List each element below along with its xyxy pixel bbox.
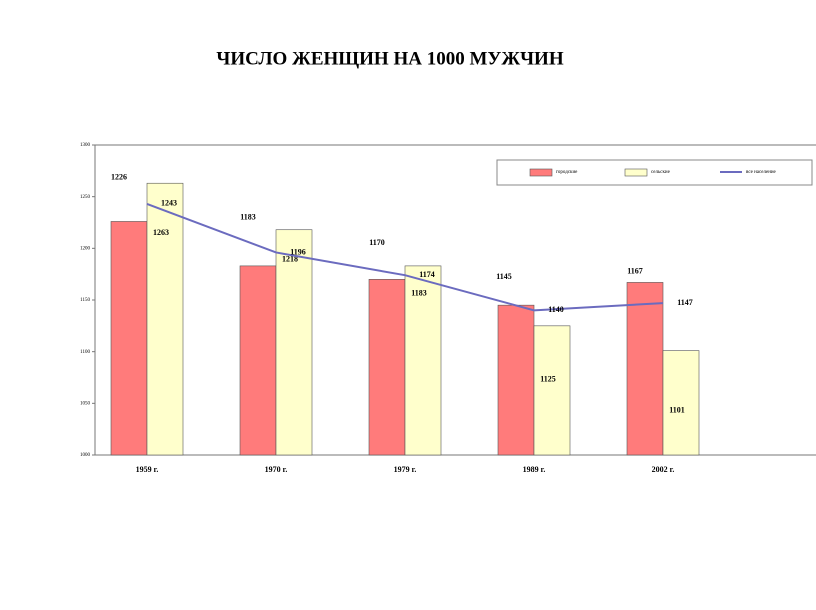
data-label: 1196 bbox=[290, 247, 306, 256]
bar bbox=[533, 325, 571, 456]
bar bbox=[275, 229, 313, 456]
x-tick-label: 1970 г. bbox=[265, 465, 288, 474]
bar bbox=[146, 182, 184, 456]
chart-title: ЧИСЛО ЖЕНЩИН НА 1000 МУЖЧИН bbox=[216, 48, 563, 69]
y-tick-label: 1300 bbox=[80, 143, 91, 148]
data-label: 1125 bbox=[540, 375, 556, 384]
data-label: 1243 bbox=[161, 199, 177, 208]
legend-swatch bbox=[529, 168, 553, 177]
bar bbox=[239, 265, 277, 456]
bar bbox=[368, 279, 406, 456]
y-tick-label: 1050 bbox=[80, 401, 91, 406]
data-label: 1167 bbox=[627, 266, 643, 275]
data-label: 1101 bbox=[669, 405, 685, 414]
legend-label: все население bbox=[746, 170, 777, 175]
y-tick-label: 1150 bbox=[80, 298, 90, 303]
bar bbox=[404, 265, 442, 456]
legend-swatch bbox=[624, 168, 648, 177]
data-label: 1263 bbox=[153, 228, 169, 237]
line bbox=[146, 202, 664, 312]
x-tick-label: 1989 г. bbox=[523, 465, 546, 474]
x-tick-label: 1959 г. bbox=[136, 465, 159, 474]
bar bbox=[662, 350, 700, 456]
data-label: 1170 bbox=[369, 238, 385, 247]
data-label: 1174 bbox=[419, 270, 435, 279]
x-tick-label: 1979 г. bbox=[394, 465, 417, 474]
data-label: 1218 bbox=[282, 255, 298, 264]
y-tick-label: 1200 bbox=[80, 246, 91, 251]
data-label: 1183 bbox=[411, 289, 427, 298]
data-label: 1183 bbox=[240, 213, 256, 222]
bar bbox=[110, 221, 148, 456]
legend-label: сельские bbox=[651, 170, 671, 175]
bar bbox=[497, 304, 535, 456]
y-tick-label: 1100 bbox=[80, 350, 90, 355]
y-tick-label: 1000 bbox=[80, 453, 91, 458]
x-tick-label: 2002 г. bbox=[652, 465, 675, 474]
bar bbox=[626, 282, 664, 456]
legend-label: городские bbox=[556, 170, 578, 175]
data-label: 1145 bbox=[496, 272, 512, 281]
data-label: 1147 bbox=[677, 298, 693, 307]
data-label: 1140 bbox=[548, 305, 564, 314]
data-label: 1226 bbox=[111, 172, 127, 181]
y-tick-label: 1250 bbox=[80, 195, 91, 200]
